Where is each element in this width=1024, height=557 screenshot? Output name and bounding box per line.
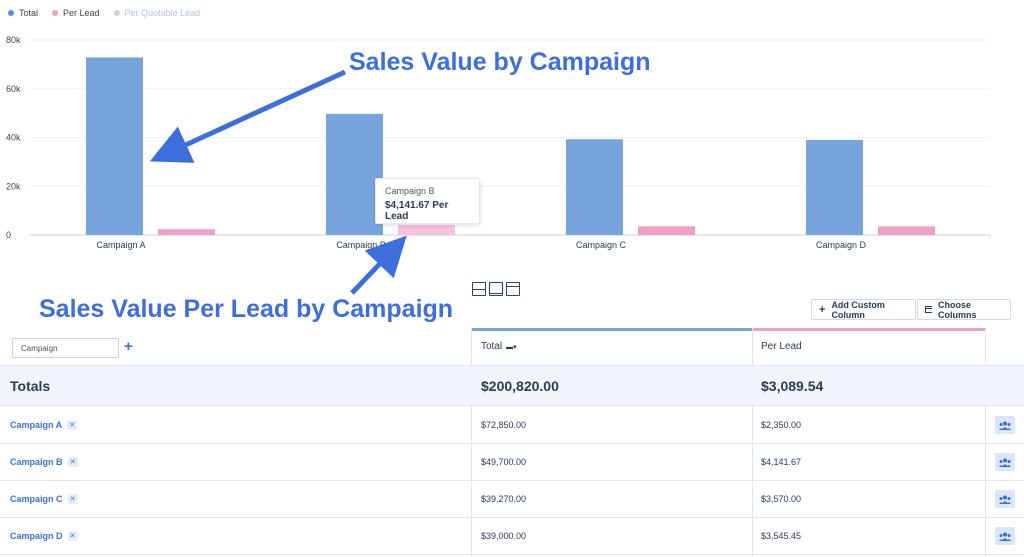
total-cell: $49,700.00 xyxy=(481,457,527,467)
campaign-link[interactable]: Campaign A xyxy=(10,420,63,430)
chart-area: Total Per Lead Per Quotable Lead 0 20k 40k… xyxy=(6,8,991,296)
view-leads-button[interactable] xyxy=(995,490,1015,508)
column-header-per-lead[interactable]: Per Lead xyxy=(761,328,802,365)
campaign-cell: Campaign A ✕ xyxy=(10,407,78,443)
choose-columns-button[interactable]: Choose Columns xyxy=(917,299,1011,320)
total-cell: $72,850.00 xyxy=(481,420,527,430)
layout-toggles xyxy=(472,282,520,296)
legend-dot-total xyxy=(8,10,14,16)
bar-total xyxy=(86,57,143,235)
layout-chart-icon[interactable] xyxy=(506,282,520,296)
column-divider xyxy=(752,328,753,557)
legend-dot-per-quotable-lead xyxy=(113,10,120,16)
legend-label: Per Lead xyxy=(63,8,100,18)
column-header-per-lead-label: Per Lead xyxy=(761,341,802,352)
campaign-link[interactable]: Campaign D xyxy=(10,531,63,541)
plus-icon: + xyxy=(819,303,826,316)
columns-icon xyxy=(925,306,933,313)
legend-item-per-lead[interactable]: Per Lead xyxy=(52,8,100,18)
tooltip-value: $4,141.67 Per Lead xyxy=(385,200,449,222)
bar-per-lead xyxy=(638,226,695,235)
layout-split-icon[interactable] xyxy=(472,282,486,296)
legend-label: Total xyxy=(19,8,39,18)
users-icon xyxy=(999,458,1011,467)
campaign-cell: Campaign B ✕ xyxy=(10,444,78,480)
view-leads-button[interactable] xyxy=(995,416,1015,434)
remove-icon[interactable]: ✕ xyxy=(67,457,78,467)
table-header: Campaign + Total ▬▾ Per Lead xyxy=(0,328,1024,366)
legend-dot-per-lead xyxy=(52,10,59,16)
bar-per-lead xyxy=(398,224,455,235)
totals-row: Totals $200,820.00 $3,089.54 xyxy=(0,366,1024,406)
column-divider xyxy=(985,328,986,557)
per-lead-cell: $3,545.45 xyxy=(761,531,802,541)
legend-item-total[interactable]: Total xyxy=(8,8,38,18)
remove-icon[interactable]: ✕ xyxy=(67,420,78,430)
campaign-cell: Campaign C ✕ xyxy=(10,481,78,517)
annotation-sales-value-per-lead: Sales Value Per Lead by Campaign xyxy=(39,295,454,323)
column-divider xyxy=(471,328,472,557)
bar-per-lead xyxy=(878,226,935,235)
campaign-link[interactable]: Campaign B xyxy=(10,457,63,467)
table-row: Campaign A ✕ $72,850.00 $2,350.00 xyxy=(0,407,1024,444)
column-header-total[interactable]: Total ▬▾ xyxy=(481,328,517,365)
legend-label: Per Quotable Lead xyxy=(124,8,201,18)
campaign-link[interactable]: Campaign C xyxy=(10,494,63,504)
annotation-sales-value: Sales Value by Campaign xyxy=(349,48,651,76)
chart-tooltip: Campaign B $4,141.67 Per Lead xyxy=(375,178,480,224)
y-tick-label: 80k xyxy=(6,35,21,45)
data-table: Campaign + Total ▬▾ Per Lead Totals $200… xyxy=(0,328,1024,557)
choose-columns-label: Choose Columns xyxy=(938,299,977,320)
total-cell: $39,270.00 xyxy=(481,494,527,504)
y-tick-label: 0 xyxy=(6,230,11,240)
add-custom-column-label: Add Custom Column xyxy=(831,299,885,320)
bar-total xyxy=(806,139,863,235)
x-tick-label: Campaign A xyxy=(96,240,145,250)
add-dimension-button[interactable]: + xyxy=(124,338,133,355)
chart-legend: Total Per Lead Per Quotable Lead xyxy=(8,8,200,18)
users-icon xyxy=(999,421,1011,430)
total-column-color-bar xyxy=(472,328,752,331)
column-header-total-label: Total xyxy=(481,341,503,352)
bar-total xyxy=(566,139,623,235)
remove-icon[interactable]: ✕ xyxy=(67,494,78,504)
legend-item-per-quotable-lead[interactable]: Per Quotable Lead xyxy=(113,8,201,18)
view-leads-button[interactable] xyxy=(995,453,1015,471)
x-tick-label: Campaign B xyxy=(336,240,386,250)
per-lead-cell: $2,350.00 xyxy=(761,420,802,430)
users-icon xyxy=(999,532,1011,541)
users-icon xyxy=(999,495,1011,504)
table-row: Campaign D ✕ $39,000.00 $3,545.45 xyxy=(0,518,1024,555)
per-lead-cell: $4,141.67 xyxy=(761,457,802,467)
per-lead-column-color-bar xyxy=(753,328,985,331)
add-custom-column-button[interactable]: + Add Custom Column xyxy=(811,299,916,320)
campaign-dimension-label: Campaign xyxy=(21,343,58,353)
totals-per-lead-value: $3,089.54 xyxy=(761,377,824,394)
campaign-dimension-field[interactable]: Campaign xyxy=(12,338,119,358)
bar-per-lead xyxy=(158,229,215,235)
y-tick-label: 40k xyxy=(6,133,21,143)
totals-label: Totals xyxy=(10,377,51,394)
layout-table-icon[interactable] xyxy=(489,282,503,296)
table-row: Campaign C ✕ $39,270.00 $3,570.00 xyxy=(0,481,1024,518)
y-tick-label: 20k xyxy=(6,181,21,191)
table-row: Campaign B ✕ $49,700.00 $4,141.67 xyxy=(0,444,1024,481)
view-leads-button[interactable] xyxy=(995,527,1015,545)
campaign-cell: Campaign D ✕ xyxy=(10,518,78,554)
y-tick-label: 60k xyxy=(6,84,21,94)
remove-icon[interactable]: ✕ xyxy=(67,531,78,541)
total-cell: $39,000.00 xyxy=(481,531,527,541)
x-tick-label: Campaign D xyxy=(816,240,867,250)
totals-total-value: $200,820.00 xyxy=(481,377,559,394)
sort-desc-icon[interactable]: ▬▾ xyxy=(506,343,517,351)
tooltip-title: Campaign B xyxy=(385,186,435,196)
x-tick-label: Campaign C xyxy=(576,240,627,250)
per-lead-cell: $3,570.00 xyxy=(761,494,802,504)
